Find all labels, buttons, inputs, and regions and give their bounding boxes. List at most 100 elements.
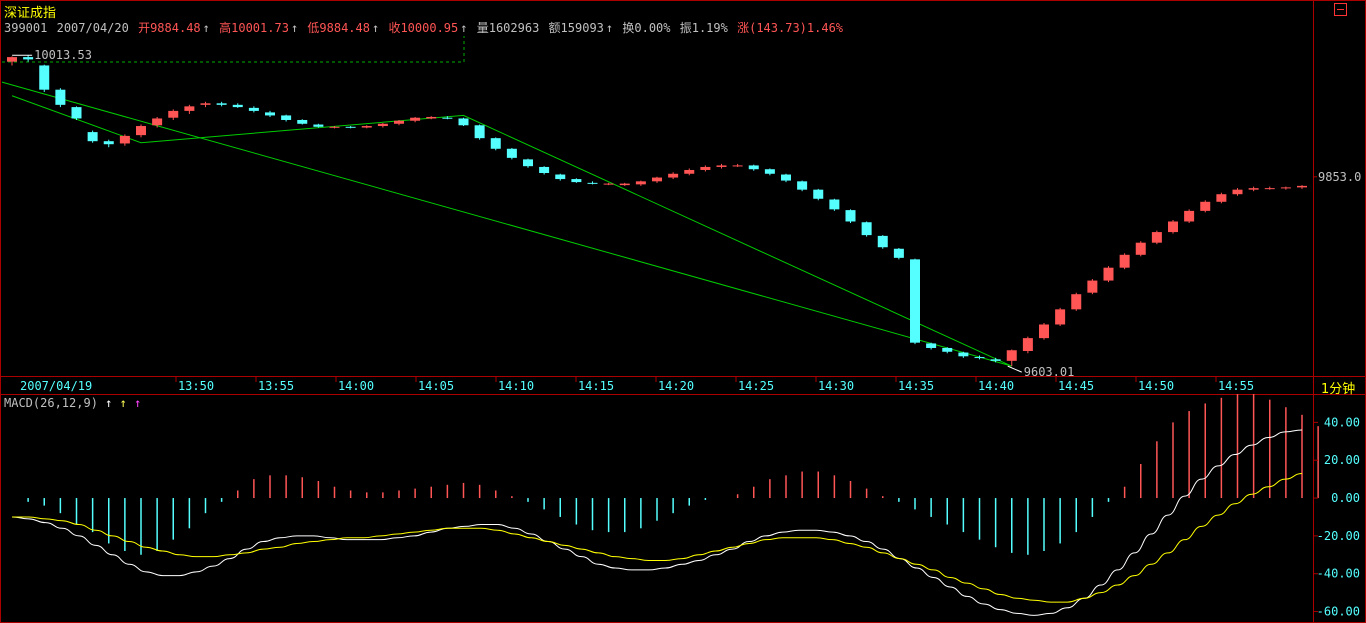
candle-body [1264, 188, 1275, 190]
candle-body [974, 357, 985, 359]
quote-date: 2007/04/20 [56, 21, 129, 35]
x-axis-tick-label: 14:25 [738, 379, 774, 393]
candle-body [990, 359, 1001, 361]
candle-body [1039, 324, 1049, 339]
candle-body [71, 107, 82, 119]
candle-body [813, 189, 824, 199]
candle-body [265, 112, 275, 116]
candle-body [603, 183, 614, 185]
candle-body [345, 126, 356, 128]
candle-body [668, 173, 679, 178]
period-selector[interactable]: 1分钟 [1321, 382, 1356, 397]
macd-dea-line [12, 472, 1303, 603]
candle-body [619, 183, 630, 186]
candle-body [490, 138, 501, 149]
up-arrow-icon: ↑ [290, 21, 299, 35]
macd-y-tick-label: 40.00 [1324, 415, 1360, 429]
candle-body [1184, 210, 1195, 222]
index-name: 深证成指 [4, 6, 57, 21]
candle-body [635, 181, 646, 185]
candle-body [1022, 338, 1033, 352]
candle-body [1135, 242, 1146, 255]
candle-body [893, 248, 904, 258]
candle-body [845, 210, 856, 222]
candle-body [1200, 201, 1211, 211]
candle-body [1297, 185, 1307, 188]
macd-y-tick-label: -20.00 [1317, 529, 1360, 543]
macd-title-bar: MACD(26,12,9) ↑ ↑ ↑ [4, 396, 141, 410]
candle-body [394, 120, 404, 124]
candle-body [119, 135, 130, 144]
candle-body [1055, 309, 1066, 325]
candle-body [877, 235, 888, 248]
candle-body [942, 347, 953, 352]
x-axis-tick-label: 14:20 [658, 379, 694, 393]
macd-label: MACD(26,12,9) [4, 396, 98, 410]
candle-body [1168, 221, 1178, 233]
candle-body [539, 166, 550, 174]
close-price: 收10000.95 [388, 21, 459, 35]
candle-body [1232, 189, 1243, 195]
candle-body [361, 126, 372, 128]
candle-body [587, 182, 598, 184]
candle-body [700, 166, 711, 170]
candle-body [152, 118, 163, 126]
candle-body [248, 107, 259, 111]
dif-arrow-icon: ↑ [105, 396, 113, 410]
candle-body [652, 177, 662, 182]
up-arrow-icon: ↑ [460, 21, 468, 35]
x-axis-tick-label: 14:00 [338, 379, 374, 393]
candle-body [1006, 350, 1017, 361]
x-axis-tick-label: 14:45 [1058, 379, 1094, 393]
candle-body [781, 174, 791, 181]
candle-body [1216, 194, 1227, 202]
candle-body [571, 179, 582, 183]
macd-y-tick-label: 0.00 [1331, 491, 1360, 505]
macd-y-tick-label: 20.00 [1324, 453, 1360, 467]
candle-body [377, 123, 388, 127]
candle-body [297, 119, 308, 124]
high-price: 高10001.73 [219, 21, 289, 35]
up-arrow-icon: ↑ [605, 21, 614, 35]
candle-body [764, 169, 775, 174]
x-axis-tick-label: 14:35 [898, 379, 934, 393]
candle-body [1248, 188, 1259, 190]
candle-body [426, 116, 437, 119]
candle-body [861, 222, 872, 236]
amount: 额159093 [548, 21, 604, 35]
dea-arrow-icon: ↑ [119, 396, 127, 410]
candle-body [1280, 187, 1291, 189]
volume: 量1602963 [476, 21, 540, 35]
open-price: 开9884.48 [138, 21, 201, 35]
high-annotation-box [2, 36, 465, 63]
candle-body [748, 165, 759, 170]
index-code: 399001 [4, 21, 48, 35]
candle-body [313, 124, 324, 127]
price-change: 涨(143.73)1.46% [737, 21, 844, 35]
amplitude: 振1.19% [679, 21, 728, 35]
candle-body [281, 115, 292, 120]
low-price: 低9884.48 [307, 21, 370, 35]
x-axis-tick-label: 14:15 [578, 379, 614, 393]
window-restore-button[interactable] [1334, 3, 1347, 16]
candle-body [329, 126, 340, 128]
x-axis-tick-label: 13:50 [178, 379, 214, 393]
candle-body [1087, 280, 1098, 293]
candle-body [55, 89, 66, 105]
x-axis-tick-label: 14:40 [978, 379, 1014, 393]
candle-body [1071, 294, 1082, 310]
candle-body [216, 103, 227, 105]
up-arrow-icon: ↑ [202, 21, 210, 35]
candle-body [168, 110, 179, 118]
candle-body [506, 148, 517, 158]
candle-body [232, 104, 243, 108]
candle-body [103, 141, 114, 145]
low-marker-line [1007, 365, 1022, 373]
candle-body [797, 181, 808, 190]
low-annotation-label: 9603.01 [1024, 365, 1075, 379]
candle-body [184, 106, 195, 111]
candle-body [1119, 254, 1130, 268]
macd-y-tick-label: -40.00 [1317, 567, 1360, 581]
